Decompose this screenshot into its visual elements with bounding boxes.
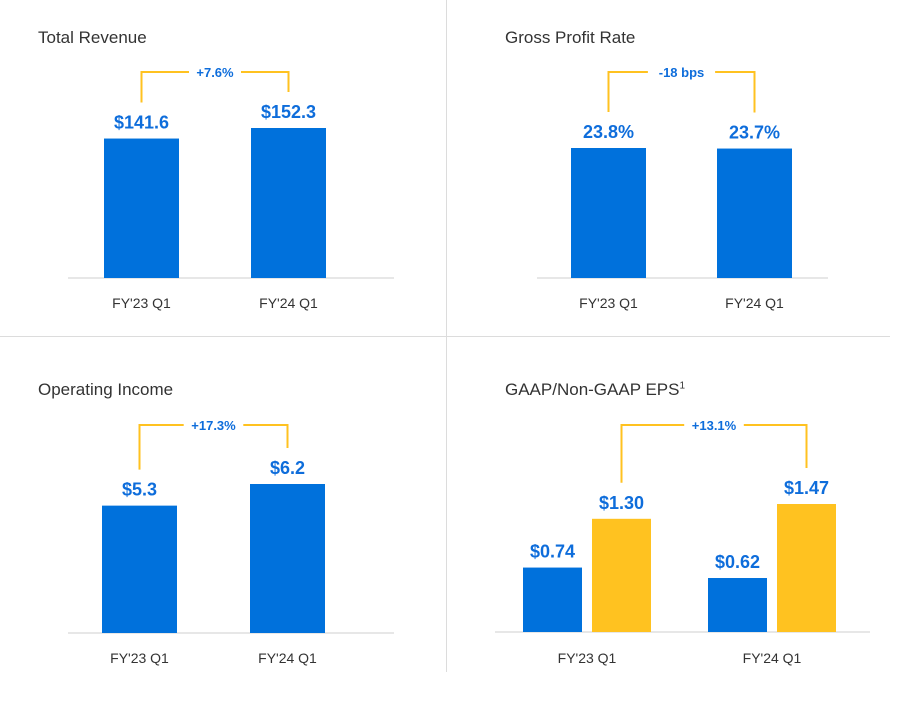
operating-income-bar-1 <box>250 484 325 633</box>
gross-profit-bar-0 <box>571 148 646 278</box>
eps-series1-bar-0 <box>592 518 651 632</box>
eps-title: GAAP/Non-GAAP EPS1 <box>505 380 685 400</box>
gross-profit-value-label-0: 23.8% <box>583 122 634 142</box>
operating-income-change-bracket <box>138 424 289 470</box>
revenue-bar-1 <box>251 128 326 278</box>
operating-income-value-label-1: $6.2 <box>270 458 305 478</box>
gross-profit-change-label: -18 bps <box>659 65 705 80</box>
revenue-value-label-0: $141.6 <box>114 113 169 133</box>
operating-income-title: Operating Income <box>38 380 174 399</box>
eps-title-text: GAAP/Non-GAAP EPS <box>505 380 680 399</box>
operating-income-value-label-0: $5.3 <box>122 480 157 500</box>
gross-profit-title: Gross Profit Rate <box>505 28 636 47</box>
eps-series1-bar-1 <box>777 504 836 632</box>
eps-footnote-marker: 1 <box>679 380 686 392</box>
horizontal-divider <box>0 336 890 337</box>
revenue-title: Total Revenue <box>38 28 147 47</box>
operating-income-change-label: +17.3% <box>191 418 236 433</box>
revenue-value-label-1: $152.3 <box>261 102 316 122</box>
eps-series1-value-label-0: $1.30 <box>599 493 644 513</box>
gross-profit-value-label-1: 23.7% <box>729 123 780 143</box>
gross-profit-tick-label-0: FY'23 Q1 <box>579 295 638 311</box>
operating-income-bar-0 <box>102 505 177 633</box>
gross-profit-tick-label-1: FY'24 Q1 <box>725 295 784 311</box>
revenue-tick-label-1: FY'24 Q1 <box>259 295 318 311</box>
revenue-tick-label-0: FY'23 Q1 <box>112 295 171 311</box>
eps-series0-value-label-0: $0.74 <box>530 542 575 562</box>
revenue-change-bracket <box>140 71 290 103</box>
eps-tick-label-1: FY'24 Q1 <box>743 650 802 666</box>
gross-profit-bar-1 <box>717 148 792 278</box>
eps-tick-label-0: FY'23 Q1 <box>558 650 617 666</box>
revenue-bar-0 <box>104 138 179 278</box>
eps-series0-bar-0 <box>523 567 582 632</box>
gross-profit-change-bracket <box>607 71 756 113</box>
operating-income-tick-label-0: FY'23 Q1 <box>110 650 169 666</box>
eps-series0-bar-1 <box>708 578 767 632</box>
revenue-change-label: +7.6% <box>196 65 234 80</box>
eps-change-label: +13.1% <box>692 418 737 433</box>
eps-series1-value-label-1: $1.47 <box>784 478 829 498</box>
eps-change-bracket <box>620 424 808 483</box>
operating-income-tick-label-1: FY'24 Q1 <box>258 650 317 666</box>
eps-series0-value-label-1: $0.62 <box>715 552 760 572</box>
